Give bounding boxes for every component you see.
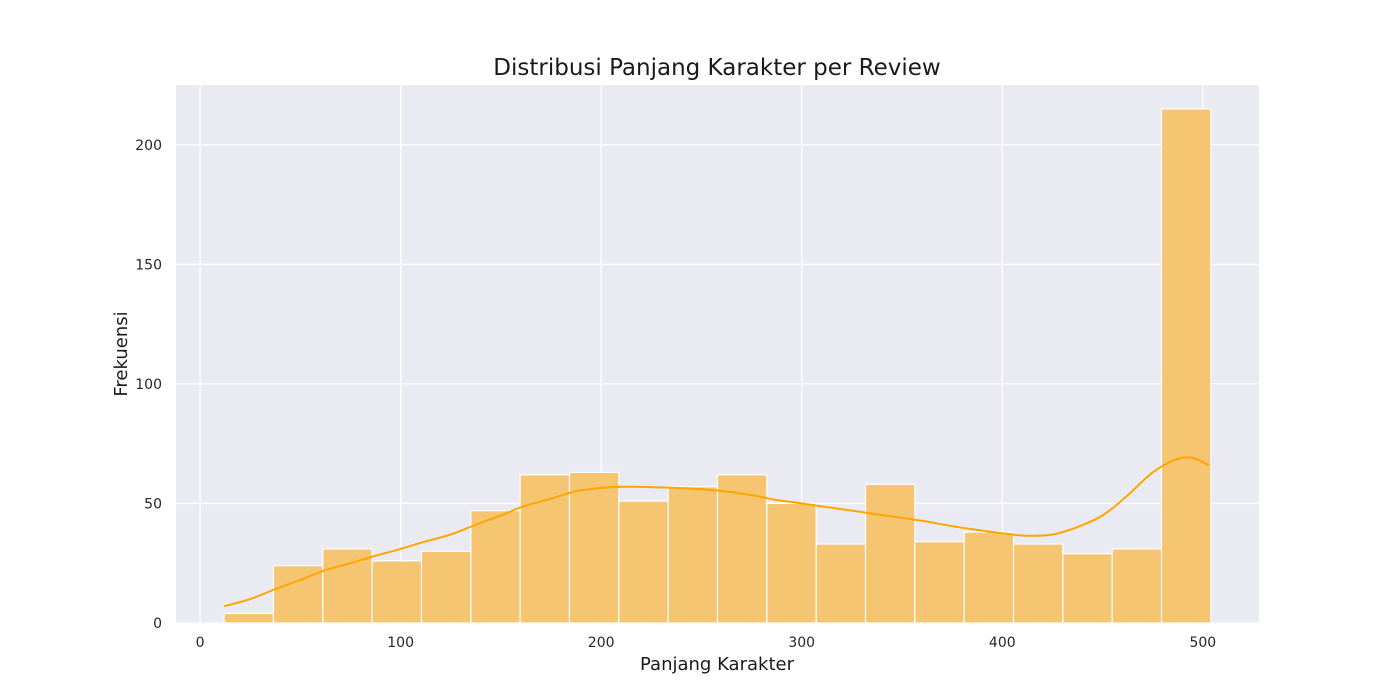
histogram-bar (864, 483, 916, 624)
x-tick-label: 300 (788, 635, 815, 651)
histogram-bar (914, 541, 965, 624)
histogram-bar (1012, 543, 1064, 624)
y-axis-label: Frekuensi (111, 311, 132, 396)
histogram-bar (1062, 553, 1113, 624)
histogram-bar (667, 486, 719, 624)
y-tick-label: 200 (135, 138, 162, 154)
histogram-bar (1160, 108, 1212, 624)
histogram-bar (963, 531, 1015, 624)
y-tick-label: 100 (135, 377, 162, 393)
x-tick-label: 0 (196, 635, 205, 651)
histogram-bar (716, 474, 768, 624)
x-tick-label: 500 (1189, 635, 1216, 651)
y-tick-labels: 0 50 100 150 200 (135, 138, 162, 632)
histogram-bar (470, 510, 521, 624)
histogram-bar (815, 543, 867, 624)
histogram-bar (618, 500, 669, 624)
histogram-bars (223, 108, 1212, 624)
histogram-bar (766, 502, 817, 624)
y-tick-label: 0 (153, 616, 162, 632)
x-tick-labels: 0 100 200 300 400 500 (196, 635, 1217, 651)
histogram-bar (371, 560, 423, 624)
histogram-bar (322, 548, 373, 624)
y-tick-label: 50 (144, 496, 162, 512)
y-tick-label: 150 (135, 257, 162, 273)
histogram-bar (519, 474, 571, 624)
x-tick-label: 200 (588, 635, 615, 651)
chart-title: Distribusi Panjang Karakter per Review (493, 55, 940, 81)
histogram-bar (568, 471, 620, 624)
x-tick-label: 400 (989, 635, 1016, 651)
histogram-bar (223, 612, 275, 624)
kde-curve (223, 456, 1210, 608)
histogram-bar (1111, 548, 1163, 624)
x-tick-label: 100 (387, 635, 414, 651)
histogram-bar (420, 550, 472, 624)
x-axis-label: Panjang Karakter (640, 654, 795, 675)
